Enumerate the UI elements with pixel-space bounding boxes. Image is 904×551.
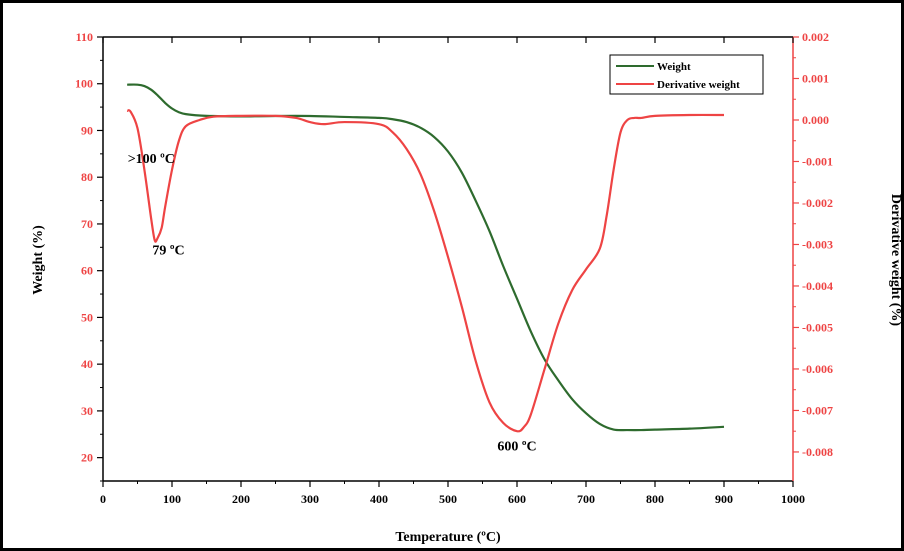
y2-tick-label: 0.002 [802,30,829,44]
y-tick-label: 40 [81,357,93,371]
x-tick-label: 900 [715,492,733,506]
y-axis-label: Weight (%) [31,225,46,295]
y-tick-label: 70 [81,217,93,231]
y2-tick-label: -0.006 [802,362,833,376]
x-tick-label: 300 [301,492,319,506]
y-tick-label: 100 [75,77,93,91]
peak-annotation-0: >100 ºC [128,152,175,167]
series-lines [126,83,725,433]
y2-axis-label: Derivative weight (%) [888,194,903,327]
x-tick-label: 700 [577,492,595,506]
derivative-weight-line [126,109,725,433]
axis-labels: Temperature (ºC) Weight (%) Derivative w… [31,194,903,545]
x-axis-label: Temperature (ºC) [395,530,501,545]
y2-tick-label: -0.007 [802,403,833,417]
y2-tick-label: 0.001 [802,71,829,85]
annotations: >100 ºC 79 ºC 600 ºC [128,152,537,454]
y2-tick-label: -0.001 [802,154,833,168]
x-tick-label: 400 [370,492,388,506]
legend-box [609,54,764,95]
y-tick-label: 90 [81,123,93,137]
x-tick-label: 200 [232,492,250,506]
y2-tick-label: -0.008 [802,445,833,459]
legend-label-1: Derivative weight [657,79,740,91]
y-tick-label: 80 [81,170,93,184]
y-tick-label: 60 [81,264,93,278]
y2-tick-label: 0.000 [802,113,829,127]
x-tick-label: 600 [508,492,526,506]
x-tick-label: 800 [646,492,664,506]
legend-label-0: Weight [657,61,691,73]
peak-annotation-2: 600 ºC [497,440,536,455]
x-tick-label: 100 [163,492,181,506]
y2-tick-label: -0.005 [802,320,833,334]
y2-tick-label: -0.003 [802,237,833,251]
weight-line [127,83,725,432]
y2-tick-label: -0.002 [802,196,833,210]
y2-tick-label: -0.004 [802,279,833,293]
peak-annotation-1: 79 ºC [152,243,184,258]
y-tick-label: 30 [81,404,93,418]
y-tick-label: 50 [81,310,93,324]
x-tick-label: 1000 [781,492,805,506]
y-tick-label: 20 [81,451,93,465]
x-tick-label: 500 [439,492,457,506]
x-tick-label: 0 [100,492,106,506]
y-tick-label: 110 [76,30,93,44]
legend: Weight Derivative weight [609,54,764,95]
